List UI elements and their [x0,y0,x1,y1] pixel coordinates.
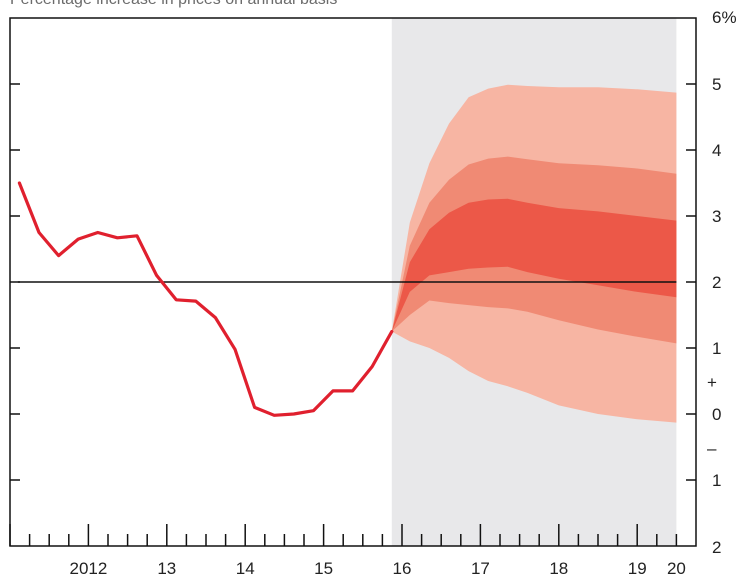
y-tick-label: 5 [712,75,721,94]
y-tick-label: 1 [712,339,721,358]
x-tick-label: 13 [157,559,176,577]
y-tick-label: 3 [712,207,721,226]
y-tick-label: 1 [712,471,721,490]
chart-title: Percentage increase in prices on annual … [10,0,337,8]
x-tick-label: 2012 [69,559,107,577]
y-tick-label: 0 [712,405,721,424]
fan-band-inner [391,198,677,332]
axes [9,17,697,547]
plot-area [17,18,677,546]
minus-sign-label: – [707,439,717,458]
history-line-0 [17,181,394,417]
plus-sign-label: + [707,373,717,392]
x-tick-label: 17 [471,559,490,577]
x-tick-label: 18 [549,559,568,577]
y-tick-label: 2 [712,273,721,292]
y-tick-label: 2 [712,538,721,557]
axis-labels: 6% 5 4 3 2 1 0 1 2 + – 2012 13 14 15 16 17 18 19 20 [69,8,736,577]
x-tick-label: 19 [628,559,647,577]
x-tick-label: 14 [236,559,255,577]
y-tick-label: 6% [712,8,737,27]
x-tick-label: 15 [314,559,333,577]
x-tick-label: 16 [393,559,412,577]
x-tick-label: 20 [667,559,686,577]
y-tick-label: 4 [712,141,721,160]
